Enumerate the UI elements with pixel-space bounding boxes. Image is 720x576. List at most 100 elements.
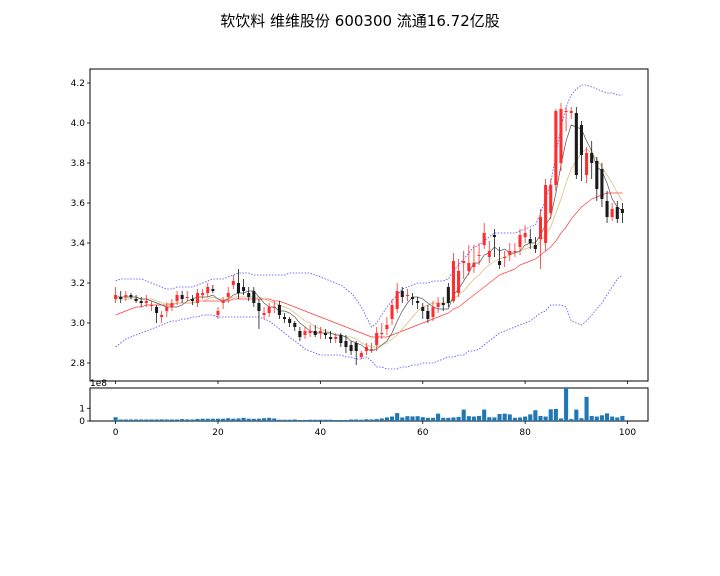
volume-bar [195, 418, 200, 421]
candle-body [533, 245, 537, 249]
candle-body [436, 303, 440, 307]
volume-bar [323, 419, 328, 421]
volume-bar [492, 417, 497, 421]
volume-bar [308, 419, 313, 421]
volume-bar [374, 419, 379, 421]
candle-body [149, 305, 153, 306]
volume-bar [338, 419, 343, 421]
volume-bar [502, 413, 507, 421]
candle-body [472, 263, 476, 267]
candle-body [385, 325, 389, 329]
chart-title: 软饮料 维维股份 600300 流通16.72亿股 [220, 12, 500, 30]
ma-short-line [115, 124, 623, 352]
volume-bar [246, 418, 251, 421]
candle-body [262, 313, 266, 315]
candle-body [313, 331, 317, 335]
candle-body [569, 111, 573, 113]
candle-body [334, 337, 338, 339]
candle-body [462, 261, 466, 263]
candle-body [247, 293, 251, 297]
volume-plot-frame [89, 387, 649, 422]
candle-body [492, 235, 496, 237]
candle-body [190, 299, 194, 301]
volume-bar [364, 419, 369, 421]
candle-body [559, 109, 563, 163]
volume-bar [553, 408, 558, 421]
candle-body [221, 301, 225, 303]
volume-tick-label: 0 [79, 417, 85, 427]
volume-bar [579, 418, 584, 421]
volume-bar [620, 415, 625, 421]
candle-body [195, 293, 200, 303]
volume-bar [523, 416, 528, 421]
candle-body [257, 303, 261, 311]
volume-bar [221, 418, 226, 421]
volume-bar [400, 417, 405, 421]
x-tick-label: 80 [519, 428, 531, 438]
volume-bar [313, 419, 318, 421]
volume-bar [251, 418, 256, 421]
candle-body [282, 317, 287, 319]
volume-bar [241, 417, 246, 421]
volume-bar [436, 413, 441, 421]
candle-body [380, 333, 384, 334]
candle-body [119, 297, 123, 299]
volume-bar [149, 419, 154, 421]
volume-bar [528, 414, 533, 421]
volume-bar [507, 414, 512, 421]
candle-body [615, 207, 619, 219]
candle-body [600, 169, 604, 199]
candle-body [242, 287, 246, 291]
volume-bar [343, 419, 349, 421]
candle-body [211, 289, 215, 291]
candle-body [252, 291, 256, 303]
y-tick-label: 4.0 [71, 119, 86, 129]
volume-bar [164, 419, 169, 421]
ma-mid-line [115, 148, 623, 348]
candle-body [139, 301, 143, 303]
candle-body [323, 333, 328, 335]
volume-bar [139, 419, 144, 421]
candle-body [595, 161, 599, 189]
volume-bar [487, 417, 492, 421]
candle-body [370, 349, 374, 350]
candle-body [354, 343, 358, 351]
candle-body [410, 297, 415, 299]
candle-body [508, 251, 512, 255]
y-tick-label: 3.8 [71, 159, 86, 169]
candle-body [554, 111, 558, 185]
candle-body [579, 125, 583, 155]
volume-bar [318, 419, 323, 421]
y-tick-label: 3.0 [71, 319, 86, 329]
candle-body [134, 299, 138, 301]
candle-body [400, 291, 404, 297]
candle-body [318, 331, 322, 333]
volume-bar [359, 419, 364, 421]
volume-bar [154, 419, 159, 421]
moving-averages [115, 124, 623, 352]
volume-bar [420, 417, 425, 421]
candle-body [431, 307, 435, 317]
volume-bar [292, 419, 297, 421]
candle-body [416, 301, 420, 303]
volume-bar [231, 418, 236, 421]
volume-bar [395, 413, 400, 421]
candle-body [451, 261, 456, 301]
volume-bar [123, 419, 128, 421]
volume-bar [333, 419, 338, 421]
bollinger-lower-line [115, 274, 623, 370]
candle-body [293, 323, 297, 327]
x-tick-label: 20 [212, 428, 224, 438]
volume-bar [349, 419, 354, 421]
candle-body [170, 303, 174, 307]
volume-bar [354, 419, 359, 421]
candle-body [620, 209, 624, 213]
volume-bar [461, 409, 466, 421]
volume-bar [267, 417, 272, 421]
candle-body [216, 311, 220, 315]
candle-body [185, 297, 189, 298]
volume-bar [451, 417, 456, 421]
volume-bar [389, 416, 395, 421]
volume-bar [425, 417, 430, 421]
candle-body [446, 287, 450, 303]
